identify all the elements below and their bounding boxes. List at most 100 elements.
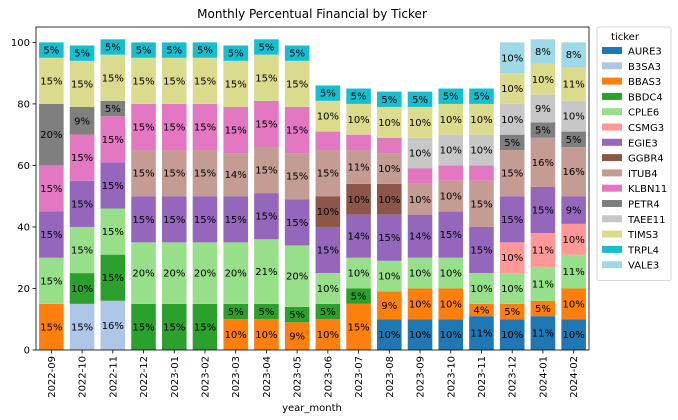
bar-segment-tims3-2023-04 <box>254 54 279 101</box>
bar-segment-cple6-2023-06 <box>315 273 341 304</box>
y-tick-label: 100 <box>11 38 30 49</box>
bar-segment-aure3-2023-10 <box>438 319 464 350</box>
x-tick-label: 2022-11 <box>108 356 119 398</box>
bar-segment-bbdc4-2022-11 <box>100 254 126 301</box>
bar-data-label: 15% <box>470 246 492 257</box>
x-tick-label: 2023-02 <box>200 356 211 398</box>
y-tick-label: 60 <box>17 161 30 172</box>
bar-segment-petr4-2024-02 <box>561 131 586 147</box>
bar-segment-tims3-2023-10 <box>438 103 464 135</box>
bar-segment-egie3-2023-04 <box>254 193 279 240</box>
legend-entry-trpl4: TRPL4 <box>627 245 659 256</box>
bar-segment-bbas3-2023-03 <box>223 319 248 350</box>
bar-data-label: 15% <box>225 215 247 226</box>
bar-segment-klbn11-2023-07 <box>346 134 371 151</box>
bar-data-label: 10% <box>409 149 431 160</box>
legend-entry-cple6: CPLE6 <box>628 108 659 119</box>
bar-data-label: 10% <box>409 118 431 129</box>
bar-segment-tims3-2023-03 <box>223 60 248 107</box>
bar-segment-ggbr4-2023-08 <box>377 183 402 215</box>
bar-data-label: 9% <box>289 332 305 343</box>
bar-data-label: 15% <box>286 172 308 183</box>
bar-segment-egie3-2022-11 <box>100 162 126 209</box>
bar-segment-bbdc4-2023-01 <box>161 303 187 350</box>
bar-segment-csmg3-2023-12 <box>499 242 525 274</box>
bar-data-label: 10% <box>347 269 369 280</box>
bar-data-label: 9% <box>535 104 551 115</box>
bar-segment-itub4-2023-09 <box>407 183 433 215</box>
bar-data-label: 15% <box>132 215 154 226</box>
bar-segment-klbn11-2023-01 <box>161 103 187 151</box>
bar-data-label: 10% <box>378 195 400 206</box>
bar-data-label: 10% <box>470 284 492 295</box>
plot-frame <box>35 26 590 351</box>
bar-data-label: 11% <box>532 329 554 340</box>
legend-entry-taee11: TAEE11 <box>627 215 666 226</box>
bar-segment-tims3-2023-12 <box>499 73 525 104</box>
bar-segment-b3sa3-2022-10 <box>69 303 95 350</box>
bar-data-label: 5% <box>351 92 367 103</box>
bar-data-label: 4% <box>474 306 490 317</box>
bar-data-label: 5% <box>43 46 59 57</box>
bar-segment-bbas3-2023-10 <box>438 288 464 320</box>
bar-data-label: 15% <box>71 322 93 333</box>
bar-segment-egie3-2022-09 <box>39 211 64 258</box>
bar-data-label: 10% <box>409 195 431 206</box>
bar-segment-cple6-2022-11 <box>100 208 126 255</box>
bar-data-label: 20% <box>163 269 185 280</box>
bar-data-label: 10% <box>501 84 523 95</box>
bar-data-label: 5% <box>289 310 305 321</box>
legend-swatch-petr4 <box>602 200 622 207</box>
bar-segment-bbas3-2023-05 <box>284 322 310 350</box>
bar-data-label: 9% <box>566 206 582 217</box>
bar-segment-bbdc4-2023-05 <box>284 306 310 323</box>
bar-segment-klbn11-2023-08 <box>377 137 402 154</box>
bar-data-label: 5% <box>381 95 397 106</box>
legend-entry-bbas3: BBAS3 <box>628 77 661 88</box>
bar-data-label: 15% <box>132 122 154 133</box>
bar-data-label: 15% <box>71 246 93 257</box>
bar-data-label: 10% <box>347 115 369 126</box>
bar-segment-cple6-2024-01 <box>530 266 556 301</box>
bar-data-label: 10% <box>501 253 523 264</box>
bar-segment-tims3-2023-01 <box>161 57 187 104</box>
bar-segment-petr4-2024-01 <box>530 122 556 138</box>
bar-data-label: 5% <box>136 46 152 57</box>
bar-data-label: 10% <box>563 235 585 246</box>
bar-data-label: 5% <box>228 49 244 60</box>
bar-segment-aure3-2023-12 <box>499 319 525 350</box>
x-tick-label: 2023-11 <box>477 356 488 398</box>
bar-data-label: 15% <box>102 227 124 238</box>
bar-segment-aure3-2023-09 <box>407 319 433 350</box>
bar-segment-csmg3-2024-02 <box>561 223 586 255</box>
bar-data-label: 15% <box>501 169 523 180</box>
legend-entry-b3sa3: B3SA3 <box>628 62 661 73</box>
bar-data-label: 5% <box>504 307 520 318</box>
bar-data-label: 5% <box>258 43 274 54</box>
bar-segment-egie3-2024-01 <box>530 186 556 234</box>
bar-segment-cple6-2023-05 <box>284 245 310 307</box>
bar-data-label: 15% <box>440 230 462 241</box>
bar-segment-bbas3-2023-09 <box>407 288 433 320</box>
bar-data-label: 15% <box>532 206 554 217</box>
bar-data-label: 10% <box>409 299 431 310</box>
bar-segment-itub4-2023-04 <box>254 146 279 194</box>
bar-segment-egie3-2023-12 <box>499 196 525 243</box>
bar-segment-tims3-2022-09 <box>39 57 64 104</box>
bar-segment-klbn11-2022-11 <box>100 116 126 163</box>
bar-segment-bbdc4-2023-06 <box>315 303 341 320</box>
bar-data-label: 15% <box>194 322 216 333</box>
bar-data-label: 10% <box>470 146 492 157</box>
bar-segment-klbn11-2023-05 <box>284 106 310 154</box>
legend-entry-ggbr4: GGBR4 <box>628 154 664 165</box>
bar-segment-tims3-2022-10 <box>69 60 95 107</box>
bar-data-label: 11% <box>347 162 369 173</box>
plot-area: 10% 10% 10% 11% 10% 11% 10% 15% 16% 15% 10% 10% 9% 10… <box>11 26 590 398</box>
legend-entry-aure3: AURE3 <box>628 47 662 58</box>
bar-segment-tims3-2022-11 <box>100 54 126 101</box>
x-tick-label: 2023-07 <box>354 356 365 398</box>
bar-data-label: 10% <box>317 207 339 218</box>
bar-segment-bbas3-2023-07 <box>346 303 371 350</box>
bar-data-label: 15% <box>163 322 185 333</box>
bar-segment-cple6-2023-01 <box>161 242 187 304</box>
